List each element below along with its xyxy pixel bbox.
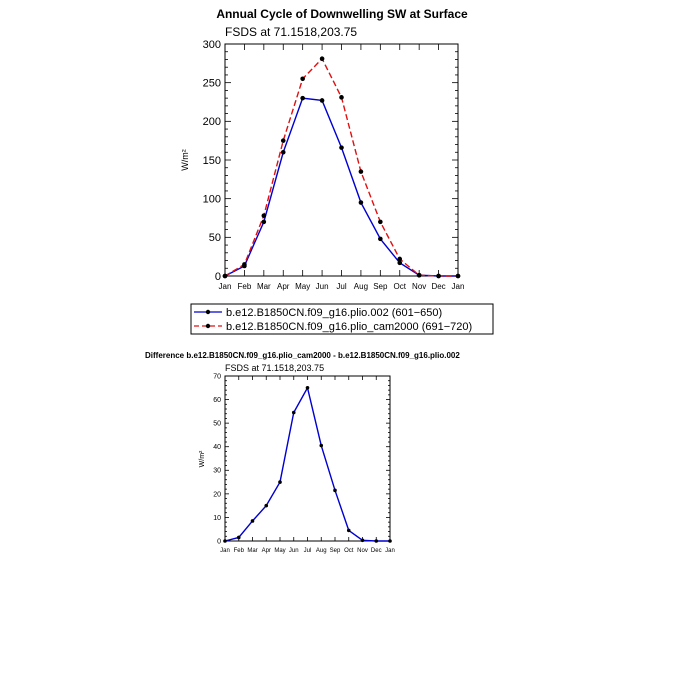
x-tick-label: May — [274, 548, 285, 554]
y-tick-label: 50 — [213, 421, 221, 428]
data-point-series1 — [319, 443, 324, 448]
difference-y-axis-label: W/m² — [199, 450, 206, 467]
y-tick-label: 250 — [203, 78, 221, 90]
x-tick-label: Nov — [412, 282, 426, 291]
data-point-series1 — [333, 488, 337, 493]
data-point-series1 — [305, 385, 310, 390]
y-tick-label: 50 — [209, 232, 221, 244]
x-tick-label: Mar — [247, 548, 257, 554]
x-tick-label: Jul — [304, 548, 312, 554]
plot-frame — [224, 375, 391, 542]
data-point-series1 — [250, 519, 255, 523]
data-point-series1 — [346, 528, 351, 533]
y-tick-label: 10 — [213, 515, 221, 522]
data-point-series2 — [319, 56, 325, 61]
data-point-series2 — [455, 273, 461, 279]
x-tick-label: Oct — [394, 282, 407, 291]
data-point-series1 — [397, 260, 403, 266]
y-tick-label: 0 — [215, 271, 221, 283]
data-point-series1 — [300, 95, 305, 101]
data-point-series1 — [360, 538, 365, 543]
x-tick-label: Sep — [330, 548, 341, 554]
data-point-series1 — [223, 539, 227, 543]
x-tick-label: Feb — [238, 282, 252, 291]
x-tick-label: Jan — [220, 548, 230, 554]
x-tick-label: Jan — [452, 282, 465, 291]
data-point-series2 — [416, 272, 422, 278]
x-tick-label: Aug — [316, 548, 327, 554]
annual-cycle-chart: Annual Cycle of Downwelling SW at Surfac… — [180, 7, 468, 291]
data-point-series2 — [436, 273, 441, 279]
y-tick-label: 60 — [213, 397, 221, 404]
data-point-series1 — [236, 535, 241, 540]
data-point-series2 — [378, 219, 383, 225]
difference-subtitle: FSDS at 71.1518,203.75 — [225, 363, 324, 373]
x-tick-label: Nov — [357, 548, 368, 554]
data-point-series1 — [261, 219, 267, 225]
y-tick-label: 70 — [213, 373, 221, 380]
series-line-1 — [224, 385, 390, 542]
y-tick-label: 300 — [203, 39, 221, 51]
data-point-series1 — [339, 145, 344, 150]
data-point-series1 — [291, 410, 296, 415]
x-tick-label: Apr — [262, 548, 271, 554]
plot-area: 0 50 100 150 200 250 300 Jan Feb Mar Apr May Jun Jul A… — [203, 39, 465, 291]
x-tick-label: Dec — [431, 282, 445, 291]
legend-marker-series1 — [205, 309, 211, 315]
x-tick-label: Dec — [371, 548, 382, 554]
legend-label-series1: b.e12.B1850CN.f09_g16.plio.002 (601−650) — [226, 307, 442, 319]
data-point-series2 — [300, 76, 305, 82]
x-tick-label: Oct — [344, 548, 354, 554]
data-point-series2 — [222, 273, 228, 279]
legend-box — [190, 303, 494, 335]
difference-title: Difference b.e12.B1850CN.f09_g16.plio_ca… — [145, 351, 460, 360]
y-axis-label: W/m² — [180, 149, 190, 171]
y-tick-label: 40 — [213, 444, 221, 451]
data-point-series2 — [397, 256, 403, 262]
data-point-series1 — [319, 98, 325, 103]
data-point-series1 — [378, 236, 383, 242]
data-point-series1 — [278, 480, 282, 484]
x-tick-label: May — [295, 282, 310, 291]
x-tick-label: Apr — [277, 282, 290, 291]
data-point-series2 — [280, 138, 286, 143]
x-tick-label: Sep — [373, 282, 388, 291]
data-point-series1 — [374, 539, 379, 543]
y-tick-label: 30 — [213, 468, 221, 475]
data-point-series2 — [339, 95, 344, 100]
legend: b.e12.B1850CN.f09_g16.plio.002 (601−650)… — [190, 303, 494, 335]
legend-label-series2: b.e12.B1850CN.f09_g16.plio_cam2000 (691−… — [226, 321, 472, 333]
data-point-series1 — [280, 149, 286, 155]
data-point-series1 — [358, 200, 364, 205]
x-tick-label: Jan — [385, 548, 395, 554]
y-tick-label: 20 — [213, 491, 221, 498]
data-point-series1 — [264, 503, 269, 508]
difference-chart: Difference b.e12.B1850CN.f09_g16.plio_ca… — [145, 351, 460, 554]
data-point-series1 — [388, 539, 392, 543]
x-tick-label: Feb — [234, 548, 245, 554]
y-tick-label: 200 — [203, 116, 221, 128]
data-point-series2 — [261, 213, 267, 218]
chart-title: Annual Cycle of Downwelling SW at Surfac… — [216, 7, 468, 21]
x-tick-label: Jun — [316, 282, 329, 291]
series-line-1 — [224, 97, 458, 277]
data-point-series2 — [242, 262, 247, 267]
series-line-2 — [224, 57, 458, 277]
legend-marker-series2 — [205, 323, 211, 329]
x-tick-label: Jul — [336, 282, 346, 291]
y-tick-label: 150 — [203, 155, 221, 167]
x-tick-label: Jan — [219, 282, 232, 291]
chart-subtitle: FSDS at 71.1518,203.75 — [225, 25, 357, 39]
y-tick-label: 100 — [203, 194, 221, 206]
data-point-series2 — [358, 169, 364, 174]
y-tick-label: 0 — [217, 538, 221, 545]
x-tick-label: Mar — [257, 282, 271, 291]
x-tick-label: Aug — [354, 282, 368, 291]
difference-plot-area: 0 10 20 30 40 50 60 70 Jan Feb Mar Apr May Jun Jul Aug S… — [213, 373, 395, 554]
x-tick-label: Jun — [289, 548, 299, 554]
plot-frame — [224, 43, 459, 277]
